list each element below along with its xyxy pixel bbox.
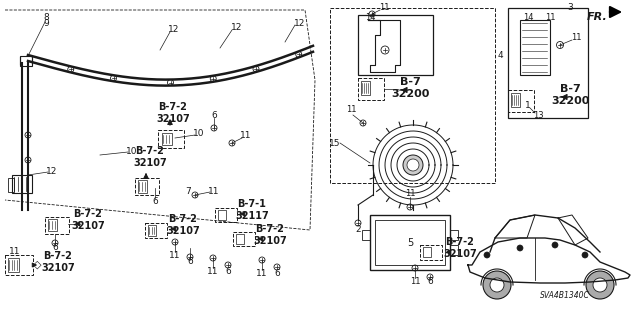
Circle shape: [484, 252, 490, 258]
Text: 6: 6: [274, 269, 280, 278]
Text: B-7-2
32107: B-7-2 32107: [156, 102, 190, 124]
Bar: [158, 130, 184, 148]
Bar: [12, 175, 32, 193]
Bar: [450, 245, 458, 255]
Bar: [511, 93, 520, 107]
Bar: [375, 220, 445, 265]
Text: 5: 5: [407, 238, 413, 248]
Bar: [8, 258, 19, 272]
Text: 11: 11: [9, 248, 20, 256]
Bar: [5, 255, 33, 275]
Circle shape: [407, 159, 419, 171]
Text: 10: 10: [193, 130, 205, 138]
Circle shape: [403, 155, 423, 175]
Bar: [8, 178, 14, 192]
Circle shape: [582, 252, 588, 258]
Bar: [361, 81, 370, 95]
Text: 11: 11: [571, 33, 581, 42]
Text: 11: 11: [346, 106, 356, 115]
Text: 14: 14: [365, 13, 375, 23]
Circle shape: [552, 242, 558, 248]
Text: 11: 11: [545, 13, 556, 23]
Text: B-7-2
32107: B-7-2 32107: [71, 209, 105, 231]
Text: 6: 6: [152, 197, 158, 205]
Bar: [236, 234, 244, 244]
Text: 12: 12: [168, 26, 180, 34]
Text: 7: 7: [185, 188, 191, 197]
Text: 11: 11: [379, 4, 389, 12]
Text: B-7
32200: B-7 32200: [551, 84, 589, 106]
Text: 6: 6: [427, 278, 433, 286]
Bar: [423, 247, 431, 257]
Text: FR.: FR.: [587, 12, 607, 22]
Text: 8: 8: [43, 13, 49, 23]
Text: 11: 11: [404, 189, 415, 197]
Bar: [45, 217, 69, 234]
Bar: [162, 133, 172, 145]
Circle shape: [593, 278, 607, 292]
Text: 6: 6: [211, 112, 217, 121]
Text: 12: 12: [294, 19, 306, 27]
Text: B-7-2
32107: B-7-2 32107: [41, 251, 75, 273]
Bar: [233, 232, 255, 246]
Bar: [520, 20, 550, 75]
Text: B-7-1
32117: B-7-1 32117: [235, 199, 269, 221]
Text: 6: 6: [225, 266, 231, 276]
Text: 12: 12: [231, 24, 243, 33]
Circle shape: [483, 271, 511, 299]
Text: 11: 11: [256, 269, 268, 278]
Text: SVA4B1340C: SVA4B1340C: [540, 291, 590, 300]
Bar: [358, 78, 384, 100]
Text: B-7
32200: B-7 32200: [391, 77, 429, 99]
Text: 15: 15: [329, 138, 340, 147]
Text: B-7-2
32107: B-7-2 32107: [133, 146, 167, 168]
Text: 1: 1: [525, 100, 531, 109]
Bar: [218, 210, 226, 220]
Text: B-7-2
32107: B-7-2 32107: [253, 224, 287, 246]
Text: 11: 11: [410, 278, 420, 286]
Bar: [370, 215, 450, 270]
Text: 13: 13: [532, 110, 543, 120]
Bar: [48, 219, 57, 231]
Text: 11: 11: [240, 131, 252, 140]
Bar: [508, 8, 588, 118]
Circle shape: [517, 245, 523, 251]
Text: 11: 11: [169, 250, 180, 259]
Bar: [420, 245, 442, 260]
Bar: [362, 230, 370, 240]
Bar: [450, 230, 458, 240]
Text: 2: 2: [355, 226, 361, 234]
Bar: [20, 56, 32, 66]
Circle shape: [586, 271, 614, 299]
Text: 10: 10: [126, 146, 138, 155]
Circle shape: [490, 278, 504, 292]
Text: 11: 11: [208, 187, 220, 196]
Text: 3: 3: [567, 4, 573, 12]
Text: 9: 9: [43, 19, 49, 28]
Text: ◇: ◇: [33, 260, 41, 270]
Text: 4: 4: [497, 50, 503, 60]
Text: 6: 6: [187, 256, 193, 265]
Bar: [330, 8, 495, 183]
Text: 14: 14: [523, 13, 533, 23]
Bar: [215, 208, 237, 222]
Text: B-7-2
32107: B-7-2 32107: [443, 237, 477, 259]
Bar: [358, 15, 433, 75]
Text: 6: 6: [52, 242, 58, 251]
Text: 12: 12: [46, 167, 58, 175]
Bar: [508, 90, 534, 112]
Bar: [148, 225, 156, 236]
Text: 11: 11: [207, 266, 219, 276]
Bar: [138, 180, 147, 193]
Bar: [145, 223, 167, 238]
Text: B-7-2
32107: B-7-2 32107: [166, 214, 200, 236]
Bar: [135, 178, 159, 195]
